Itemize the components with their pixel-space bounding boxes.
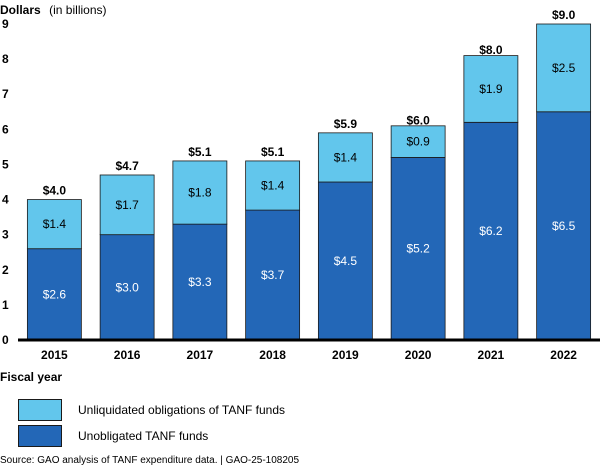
bar-segment-unobligated <box>536 111 592 341</box>
bar-segment-label: $3.0 <box>115 280 139 294</box>
bar-segment-label: $1.7 <box>115 198 139 212</box>
y-tick-label: 5 <box>2 157 9 171</box>
y-axis-ticks: 0 1 2 3 4 5 6 7 8 9 <box>2 17 9 347</box>
bar-segment-label: $1.4 <box>334 150 358 164</box>
bar-segment-unobligated <box>463 121 519 341</box>
x-category-label: 2019 <box>332 348 359 362</box>
bar-segment-label: $0.9 <box>406 135 430 149</box>
y-tick-label: 4 <box>2 193 9 207</box>
y-tick-label: 8 <box>2 52 9 66</box>
bar-segment-label: $5.2 <box>406 242 430 256</box>
bar-segment-unliquidated <box>172 160 228 225</box>
x-category-label: 2015 <box>41 348 68 362</box>
bar-segment-unliquidated <box>536 23 592 113</box>
bar-segment-label: $1.8 <box>188 186 212 200</box>
y-axis-title: Dollars (in billions) <box>0 1 107 18</box>
legend-label-unobligated: Unobligated TANF funds <box>78 429 209 443</box>
bar-segment-unliquidated <box>390 125 446 158</box>
y-axis-title-sub: (in billions) <box>49 3 106 17</box>
bars: $2.6 $1.4 $4.0 $3.0 $1.7 $4.7 $3.3 $1.8 $5.1 $3.7… <box>26 8 592 341</box>
x-category-label: 2021 <box>478 348 505 362</box>
legend-swatch-unobligated <box>18 425 62 447</box>
y-tick-label: 6 <box>2 122 9 136</box>
bar-total-label: $8.0 <box>479 43 503 57</box>
y-tick-label: 3 <box>2 228 9 242</box>
bar-segment-unobligated <box>172 223 228 341</box>
legend-item-unobligated: Unobligated TANF funds <box>18 424 285 448</box>
y-tick-label: 1 <box>2 298 9 312</box>
bar-segment-label: $3.3 <box>188 275 212 289</box>
bar-total-label: $4.0 <box>43 184 67 198</box>
bar-segment-unliquidated <box>26 199 82 250</box>
bar-segment-label: $4.5 <box>334 254 358 268</box>
x-category-label: 2017 <box>187 348 214 362</box>
bar-segment-label: $1.4 <box>43 217 67 231</box>
bar-segment-unobligated <box>390 157 446 341</box>
y-tick-label: 9 <box>2 17 9 31</box>
bar-total-label: $5.9 <box>334 117 358 131</box>
legend: Unliquidated obligations of TANF funds U… <box>18 398 285 450</box>
x-category-label: 2018 <box>259 348 286 362</box>
bar-segment-label: $1.9 <box>479 82 503 96</box>
source-note: Source: GAO analysis of TANF expenditure… <box>0 455 300 466</box>
bar-total-label: $4.7 <box>115 159 139 173</box>
bar-segment-unliquidated <box>317 132 373 183</box>
bar-segment-label: $6.5 <box>552 219 576 233</box>
bar-total-label: $5.1 <box>261 145 285 159</box>
y-tick-label: 7 <box>2 87 9 101</box>
bar-total-label: $9.0 <box>552 8 576 22</box>
bar-segment-label: $1.4 <box>261 179 285 193</box>
bar-total-label: $5.1 <box>188 145 212 159</box>
y-tick-label: 2 <box>2 263 9 277</box>
bar-segment-label: $6.2 <box>479 224 503 238</box>
legend-label-unliquidated: Unliquidated obligations of TANF funds <box>78 403 286 417</box>
legend-item-unliquidated: Unliquidated obligations of TANF funds <box>18 398 285 422</box>
x-category-label: 2022 <box>550 348 577 362</box>
y-axis-title-main: Dollars <box>0 3 41 17</box>
bar-segment-label: $3.7 <box>261 268 285 282</box>
bar-segment-unobligated <box>26 248 82 341</box>
legend-swatch-unliquidated <box>18 399 62 421</box>
x-axis-categories: 2015 2016 2017 2018 2019 2020 2021 2022 <box>41 348 577 362</box>
x-category-label: 2020 <box>405 348 432 362</box>
bar-segment-label: $2.5 <box>552 61 576 75</box>
y-tick-label: 0 <box>2 333 9 347</box>
stacked-bar-chart: Dollars (in billions) 0 1 2 3 4 5 6 7 8 9 $2.6 $1.… <box>0 1 600 384</box>
bar-segment-unliquidated <box>245 160 301 211</box>
bar-segment-unliquidated <box>99 174 155 236</box>
bar-segment-unliquidated <box>463 55 519 123</box>
x-category-label: 2016 <box>114 348 141 362</box>
x-axis-title: Fiscal year <box>0 370 62 384</box>
bar-total-label: $6.0 <box>406 113 430 127</box>
bar-segment-label: $2.6 <box>43 287 67 301</box>
